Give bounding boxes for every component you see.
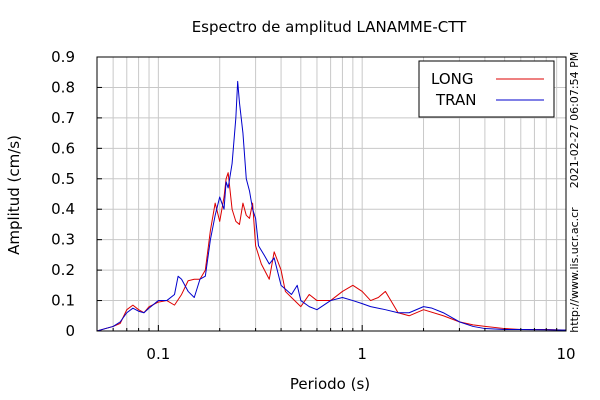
legend-box — [418, 60, 555, 118]
y-tick-label: 0.4 — [51, 200, 75, 218]
y-tick-label: 0.5 — [51, 170, 75, 188]
y-tick-label: 0.3 — [51, 231, 75, 249]
series-lines — [96, 80, 567, 332]
y-tick-label: 0 — [65, 322, 75, 340]
legend-label-tran: TRAN — [435, 91, 476, 109]
y-tick-label: 0.9 — [51, 48, 75, 66]
y-axis-label: Amplitud (cm/s) — [5, 135, 23, 255]
y-tick-label: 0.7 — [51, 109, 75, 127]
plot-frame — [96, 56, 567, 332]
y-tick-label: 0.2 — [51, 261, 75, 279]
x-tick-label: 1 — [357, 345, 367, 363]
x-axis-label: Periodo (s) — [290, 375, 370, 393]
x-tick-label: 10 — [556, 345, 575, 363]
series-line-tran — [96, 80, 567, 332]
series-line-long — [96, 172, 567, 332]
legend-label-long: LONG — [431, 70, 473, 88]
x-tick-label: 0.1 — [146, 345, 170, 363]
y-tick-label: 0.8 — [51, 78, 75, 96]
tick-marks — [96, 56, 567, 332]
timestamp-annotation: 2021-02-27 06:07:54 PM — [568, 52, 581, 188]
tick-labels: 0 0.1 0.2 0.3 0.4 0.5 0.6 0.7 0.8 0.9 0.1 1 10 — [51, 48, 575, 363]
source-url-annotation: http://www.lis.ucr.ac.cr — [568, 207, 581, 333]
y-tick-label: 0.1 — [51, 292, 75, 310]
chart-title: Espectro de amplitud LANAMME-CTT — [192, 18, 467, 36]
legend: LONG TRAN — [418, 60, 555, 118]
y-tick-label: 0.6 — [51, 139, 75, 157]
